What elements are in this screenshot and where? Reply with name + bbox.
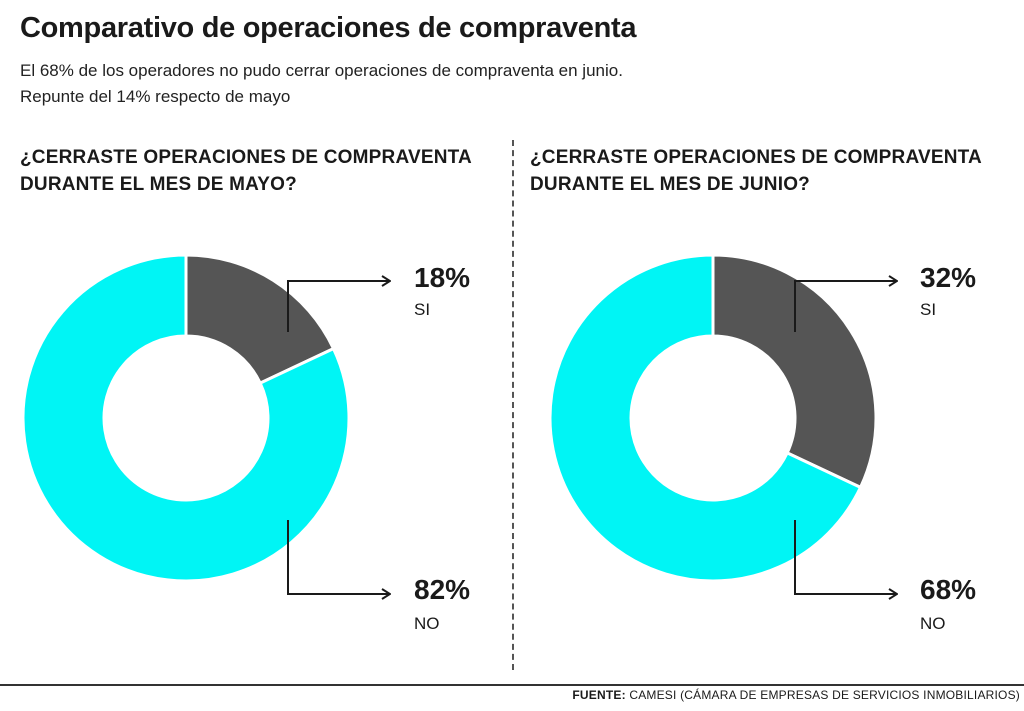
subtitle-line-2: Repunte del 14% respecto de mayo <box>20 87 291 106</box>
may-si-leader-arrow <box>287 281 390 332</box>
source-text: CAMESI (CÁMARA DE EMPRESAS DE SERVICIOS … <box>629 688 1020 702</box>
may-slice-no <box>21 253 351 583</box>
may-no-leader-arrow <box>287 520 390 594</box>
source-footer: FUENTE: CAMESI (CÁMARA DE EMPRESAS DE SE… <box>572 688 1020 702</box>
june-no-category-label: NO <box>920 614 946 633</box>
dashed-divider <box>512 140 514 670</box>
june-slice-no <box>548 253 863 583</box>
footer-rule <box>0 684 1024 686</box>
june-si-leader-arrow <box>794 281 897 332</box>
june-no-leader-arrow <box>794 520 897 594</box>
may-no-category-label: NO <box>414 614 440 633</box>
chart-title: Comparativo de operaciones de compravent… <box>20 12 637 44</box>
source-label: FUENTE: <box>572 688 626 702</box>
june-si-value-label: 32% <box>920 262 977 293</box>
may-slice-si <box>184 253 336 386</box>
question-may: ¿CERRASTE OPERACIONES DE COMPRAVENTA DUR… <box>20 147 472 195</box>
june-si-category-label: SI <box>920 300 937 319</box>
subtitle-line-1: El 68% de los operadores no pudo cerrar … <box>20 61 623 80</box>
june-no-value-label: 68% <box>920 574 977 605</box>
may-no-value-label: 82% <box>414 574 471 605</box>
may-si-category-label: SI <box>414 300 431 319</box>
question-june: ¿CERRASTE OPERACIONES DE COMPRAVENTA DUR… <box>530 147 982 195</box>
may-si-value-label: 18% <box>414 262 471 293</box>
